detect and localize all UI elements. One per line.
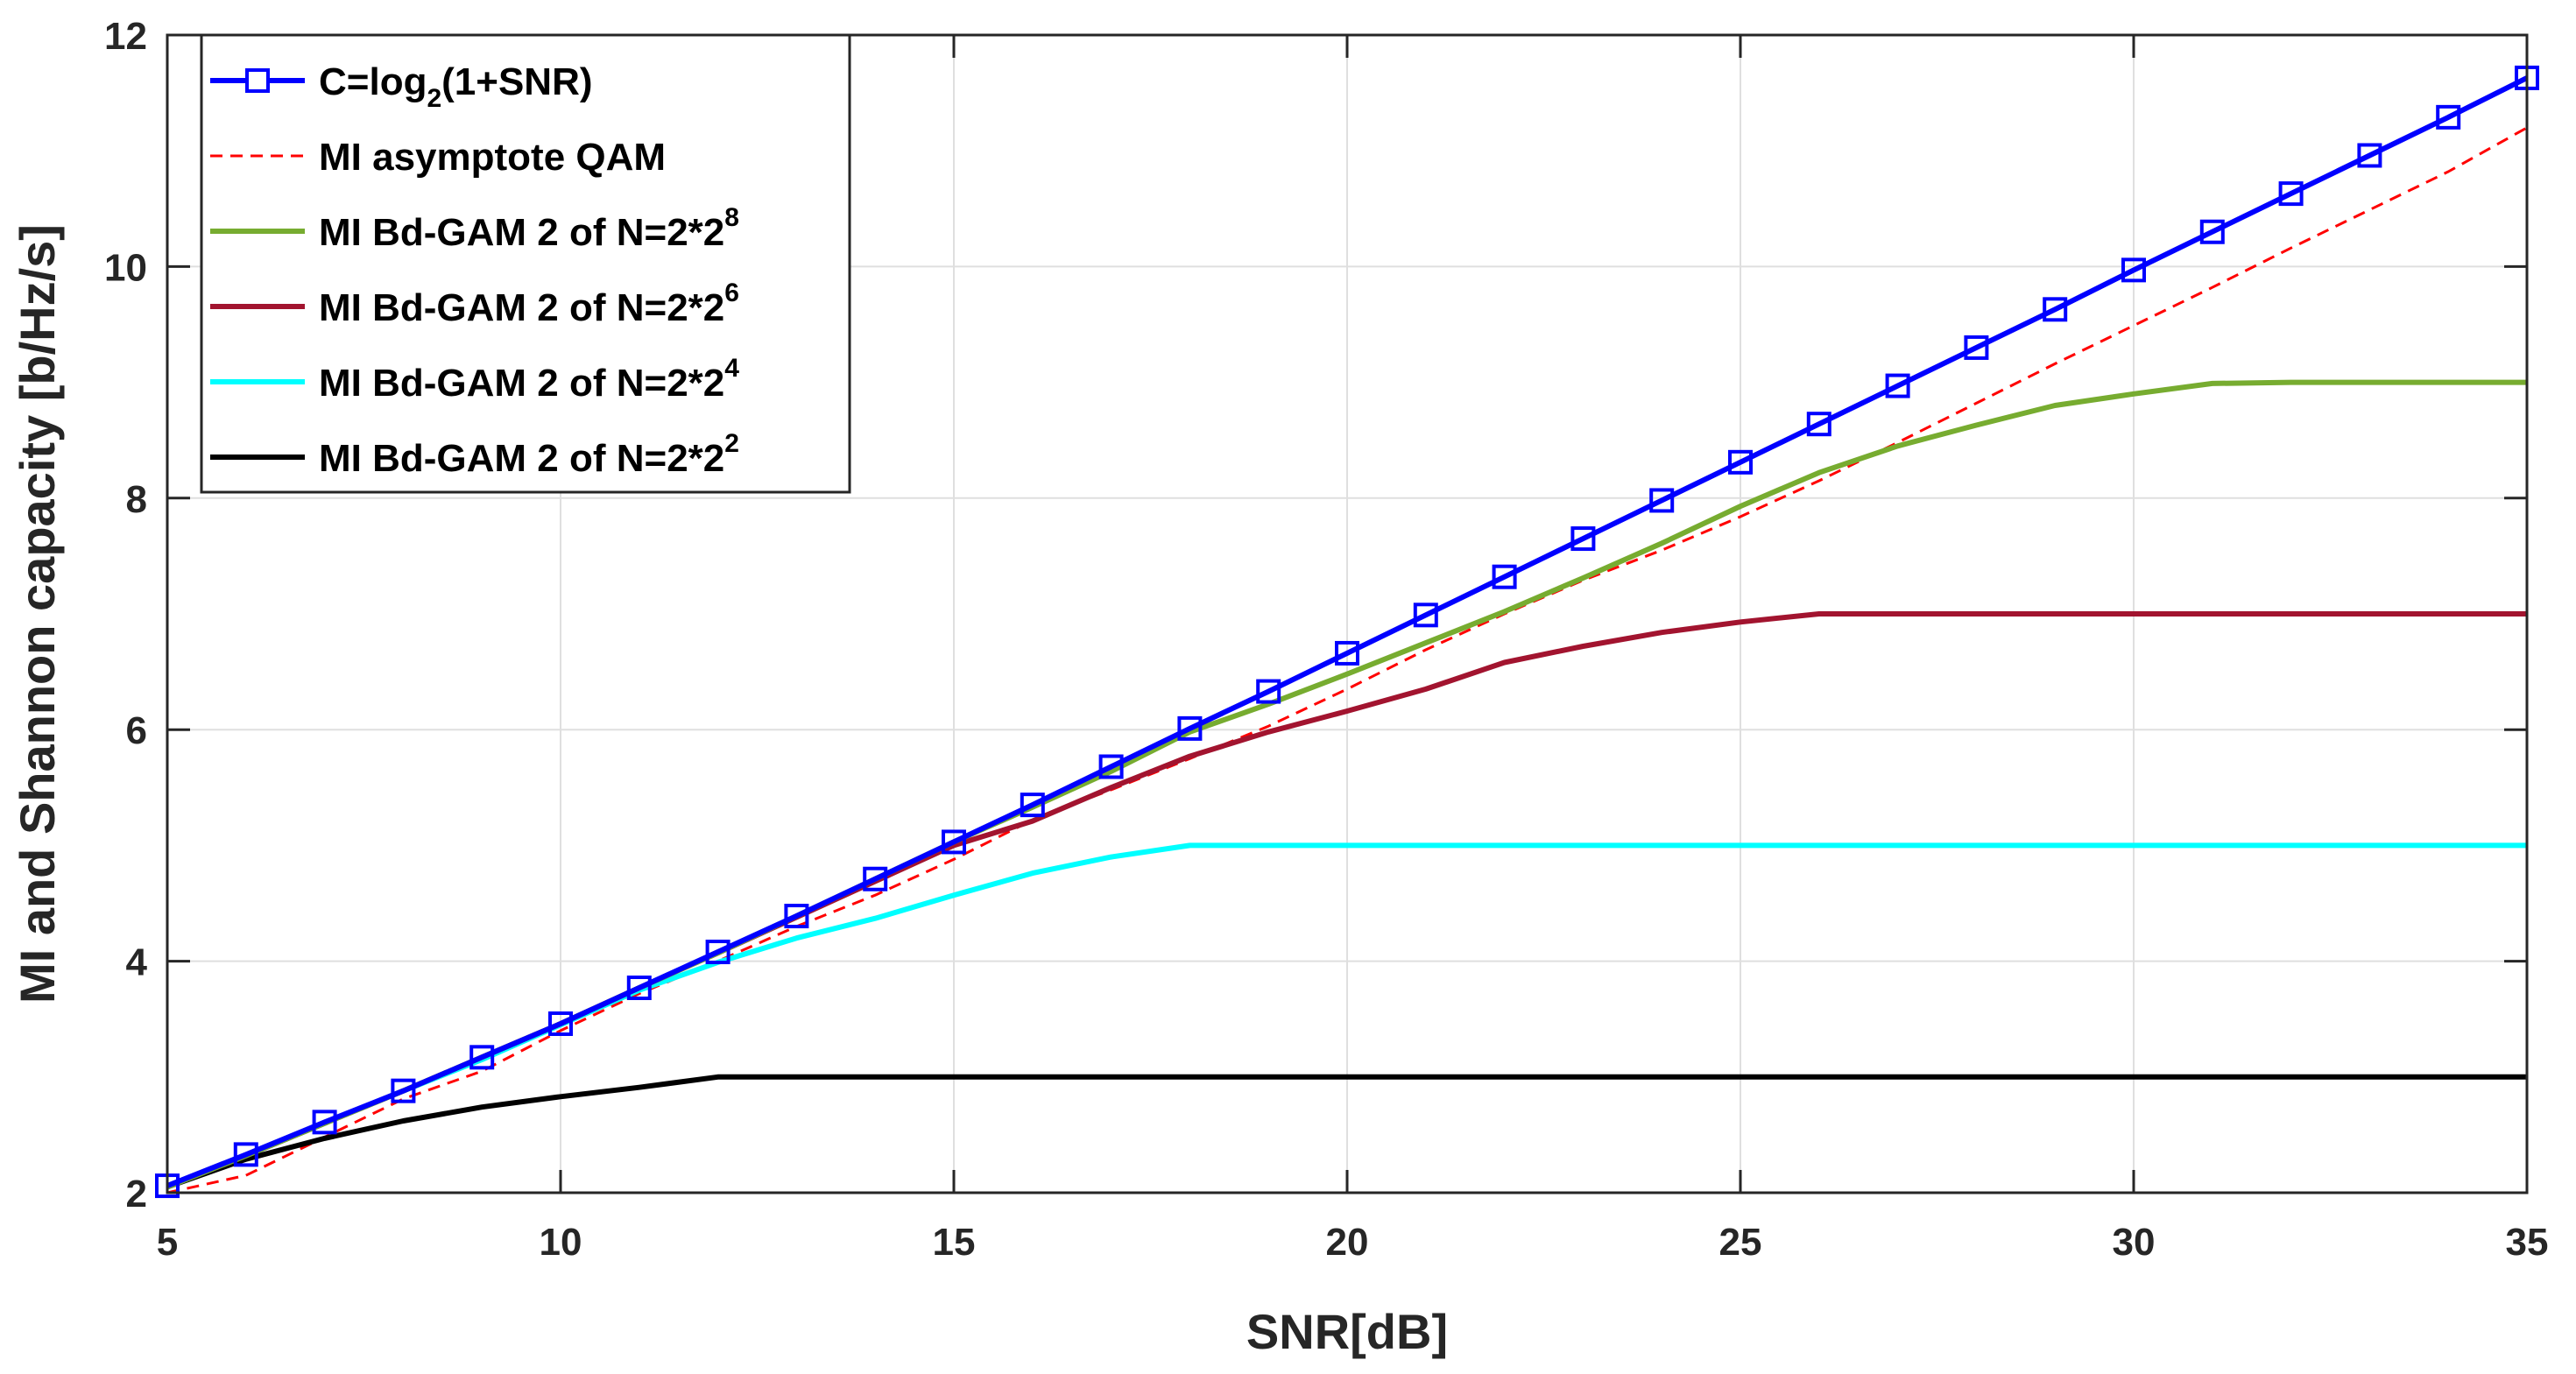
- y-tick-label: 4: [126, 941, 148, 984]
- series-0-point: [626, 976, 652, 1001]
- ticks: 5 10 15 20 25 30 35 2 4 6 8 10 12: [104, 15, 2548, 1264]
- legend-entry: MI Bd-GAM 2 of N=2*28: [210, 203, 739, 254]
- legend-entry: MI asymptote QAM: [210, 136, 666, 179]
- series-0-point: [548, 1011, 573, 1036]
- series-0: [155, 65, 2539, 1199]
- series-0-point: [1649, 488, 1675, 513]
- legend-marker: [245, 68, 270, 93]
- x-tick-label: 30: [2113, 1221, 2156, 1264]
- series-0-point: [1256, 679, 1281, 704]
- series-0-point: [312, 1110, 337, 1135]
- y-tick-label: 2: [126, 1173, 147, 1215]
- series-0-point: [2121, 257, 2146, 283]
- legend-label-superscript: 8: [724, 203, 739, 232]
- legend-label-superscript: 6: [724, 278, 739, 307]
- legend-label-base: MI Bd-GAM 2 of N=2*2: [319, 362, 724, 405]
- legend-entry: C=log2(1+SNR): [210, 60, 593, 113]
- legend-box: [200, 33, 851, 494]
- series-0-line: [166, 75, 2529, 1188]
- series-0-point: [942, 829, 966, 855]
- series-0-point: [2357, 143, 2382, 168]
- legend-label-superscript: 4: [724, 354, 739, 383]
- legend-entry: MI Bd-GAM 2 of N=2*24: [210, 354, 739, 405]
- series-0-point: [391, 1078, 416, 1103]
- series-0-point: [863, 866, 888, 891]
- series-1: [166, 126, 2528, 1194]
- series-1-line: [166, 126, 2528, 1194]
- series-0-point: [2043, 297, 2068, 322]
- series-0-point: [469, 1045, 495, 1070]
- legend-label: MI Bd-GAM 2 of N=2*26: [319, 278, 739, 329]
- legend-label-base: MI asymptote QAM: [319, 136, 666, 179]
- series-0-point: [2278, 181, 2304, 207]
- series-0-point: [1728, 449, 1753, 475]
- x-tick-label: 20: [1326, 1221, 1369, 1264]
- series-0-point: [2436, 104, 2461, 130]
- x-tick-label: 25: [1719, 1221, 1762, 1264]
- series-0-point: [233, 1142, 258, 1167]
- x-tick-label: 15: [933, 1221, 976, 1264]
- legend-entry: MI Bd-GAM 2 of N=2*22: [210, 429, 739, 480]
- series-0-point: [1177, 715, 1203, 741]
- series-0-point: [1570, 526, 1596, 552]
- legend-label-rest: (1+SNR): [441, 60, 592, 103]
- x-tick-label: 5: [157, 1221, 178, 1264]
- series-0-point: [1964, 335, 1989, 360]
- y-tick-label: 8: [126, 478, 147, 521]
- series-0-point: [1885, 373, 1910, 398]
- legend-label: MI Bd-GAM 2 of N=2*24: [319, 354, 739, 405]
- legend-label-base: MI Bd-GAM 2 of N=2*2: [319, 437, 724, 480]
- legend-entry: MI Bd-GAM 2 of N=2*26: [210, 278, 739, 329]
- series-0-point: [1806, 412, 1831, 437]
- series-0-point: [2199, 219, 2225, 244]
- legend-label-base: MI Bd-GAM 2 of N=2*2: [319, 211, 724, 254]
- legend-label: MI Bd-GAM 2 of N=2*28: [319, 203, 739, 254]
- legend-label: C=log2(1+SNR): [319, 60, 593, 113]
- series-group: [155, 65, 2539, 1199]
- series-0-point: [1413, 602, 1438, 628]
- series-0-point: [705, 940, 730, 965]
- y-tick-label: 10: [104, 246, 147, 289]
- series-5: [166, 1074, 2527, 1190]
- legend-label-subscript: 2: [427, 84, 441, 113]
- legend-label-superscript: 2: [724, 429, 739, 458]
- series-0-point: [784, 904, 809, 929]
- x-tick-label: 10: [540, 1221, 582, 1264]
- legend-label-base: MI Bd-GAM 2 of N=2*2: [319, 286, 724, 329]
- y-tick-label: 12: [104, 15, 147, 58]
- series-5-line: [166, 1074, 2527, 1190]
- y-tick-label: 6: [126, 709, 147, 752]
- legend-label-base: C=log: [319, 60, 427, 103]
- y-axis-title: MI and Shannon capacity [b/Hz/s]: [10, 224, 65, 1004]
- series-0-point: [1492, 564, 1517, 589]
- legend-label: MI Bd-GAM 2 of N=2*22: [319, 429, 739, 480]
- series-0-point: [1098, 754, 1124, 779]
- series-0-point: [1335, 640, 1359, 666]
- x-axis-title: SNR[dB]: [1246, 1304, 1448, 1359]
- series-0-point: [1020, 793, 1045, 818]
- legend-label: MI asymptote QAM: [319, 136, 666, 179]
- x-tick-label: 35: [2506, 1221, 2549, 1264]
